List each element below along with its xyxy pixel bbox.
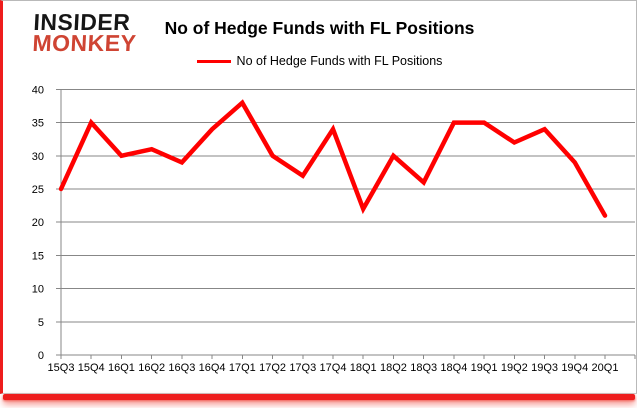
svg-text:20Q1: 20Q1 — [592, 362, 619, 374]
svg-text:40: 40 — [32, 84, 44, 96]
svg-text:20: 20 — [32, 217, 44, 229]
svg-text:10: 10 — [32, 284, 44, 296]
svg-text:5: 5 — [38, 317, 44, 329]
legend-line-swatch — [196, 59, 231, 63]
chart-area-border: INSIDER MONKEY No of Hedge Funds with FL… — [0, 0, 637, 394]
svg-text:15Q4: 15Q4 — [78, 362, 105, 374]
svg-text:18Q1: 18Q1 — [350, 362, 377, 374]
svg-text:19Q4: 19Q4 — [561, 362, 588, 374]
svg-text:16Q1: 16Q1 — [108, 362, 135, 374]
svg-text:15: 15 — [32, 250, 44, 262]
svg-text:0: 0 — [38, 350, 44, 362]
svg-text:15Q3: 15Q3 — [48, 362, 75, 374]
chart-title: No of Hedge Funds with FL Positions — [164, 18, 475, 38]
svg-text:19Q2: 19Q2 — [501, 362, 528, 374]
svg-text:19Q1: 19Q1 — [471, 362, 498, 374]
svg-text:25: 25 — [32, 184, 44, 196]
svg-text:19Q3: 19Q3 — [531, 362, 558, 374]
line-chart: 0 5 10 15 20 25 30 35 40 15Q3 15Q4 16Q1 16Q2 16Q3 16Q4… — [32, 84, 636, 374]
svg-text:16Q4: 16Q4 — [199, 362, 226, 374]
legend-label: No of Hedge Funds with FL Positions — [236, 54, 443, 68]
svg-text:17Q3: 17Q3 — [289, 362, 316, 374]
svg-text:17Q2: 17Q2 — [259, 362, 286, 374]
svg-text:17Q1: 17Q1 — [229, 362, 256, 374]
chart-legend: No of Hedge Funds with FL Positions — [3, 54, 636, 68]
svg-text:18Q2: 18Q2 — [380, 362, 407, 374]
svg-text:16Q3: 16Q3 — [168, 362, 195, 374]
svg-text:18Q4: 18Q4 — [440, 362, 467, 374]
svg-text:16Q2: 16Q2 — [138, 362, 165, 374]
svg-text:17Q4: 17Q4 — [320, 362, 347, 374]
svg-text:35: 35 — [32, 118, 44, 130]
svg-text:30: 30 — [32, 151, 44, 163]
svg-text:18Q3: 18Q3 — [410, 362, 437, 374]
bottom-red-bar — [3, 394, 635, 400]
